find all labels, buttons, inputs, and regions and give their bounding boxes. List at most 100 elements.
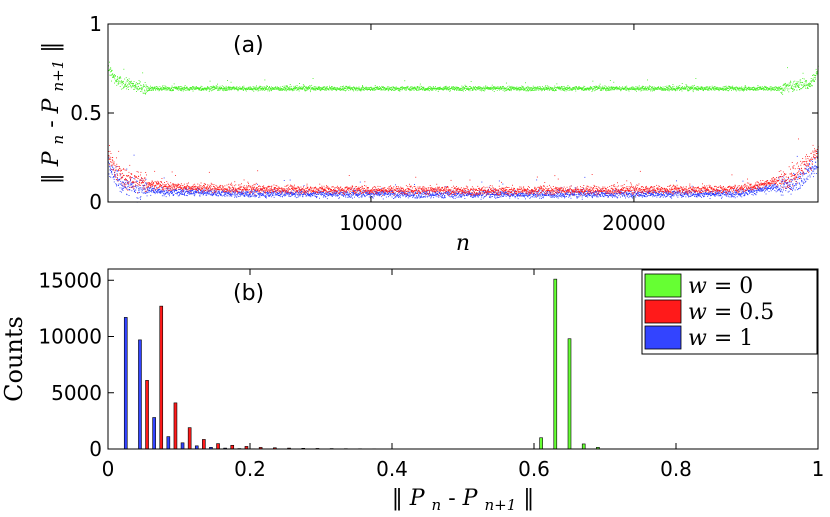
- scatter-point: [313, 191, 315, 192]
- scatter-point: [274, 188, 276, 190]
- scatter-point: [729, 193, 730, 195]
- scatter-point: [267, 193, 268, 194]
- scatter-point: [417, 193, 418, 194]
- scatter-point: [128, 181, 130, 183]
- scatter-point: [500, 191, 502, 193]
- scatter-point: [727, 196, 729, 198]
- scatter-point: [228, 189, 230, 191]
- scatter-point: [240, 186, 242, 188]
- scatter-point: [397, 195, 399, 197]
- scatter-point: [163, 192, 165, 194]
- scatter-point: [338, 187, 340, 189]
- scatter-point: [797, 178, 799, 180]
- scatter-point: [144, 184, 145, 186]
- scatter-point: [438, 195, 440, 197]
- scatter-point: [120, 170, 121, 172]
- scatter-point: [276, 194, 278, 196]
- scatter-point: [427, 189, 429, 191]
- scatter-point: [623, 194, 625, 196]
- scatter-point: [707, 192, 709, 194]
- scatter-point: [122, 190, 124, 191]
- scatter-point: [399, 197, 401, 199]
- scatter-point: [771, 185, 773, 187]
- scatter-point: [367, 188, 369, 190]
- scatter-point: [196, 191, 198, 192]
- scatter-point: [501, 193, 503, 194]
- scatter-point: [435, 190, 437, 192]
- scatter-point: [609, 193, 611, 195]
- scatter-point: [496, 192, 497, 194]
- scatter-point: [111, 164, 113, 166]
- scatter-point: [560, 196, 562, 197]
- scatter-point: [166, 188, 168, 189]
- scatter-point: [194, 191, 196, 193]
- scatter-point: [175, 189, 176, 191]
- scatter-point: [685, 192, 687, 194]
- scatter-point: [698, 195, 699, 197]
- scatter-point: [303, 188, 305, 190]
- scatter-point: [798, 176, 800, 178]
- scatter-point: [216, 185, 218, 187]
- scatter-point: [126, 175, 128, 176]
- scatter-point: [322, 191, 324, 193]
- scatter-point: [781, 178, 783, 180]
- scatter-point: [478, 190, 480, 192]
- scatter-point: [491, 194, 493, 195]
- scatter-point: [286, 190, 287, 191]
- scatter-point: [419, 192, 420, 194]
- scatter-point: [256, 189, 258, 190]
- scatter-point: [398, 194, 400, 196]
- scatter-point: [614, 195, 616, 197]
- scatter-point: [545, 195, 546, 196]
- scatter-point: [756, 190, 757, 192]
- scatter-point: [249, 194, 251, 196]
- scatter-point: [308, 192, 309, 194]
- scatter-point: [433, 188, 435, 190]
- scatter-point: [712, 192, 714, 194]
- scatter-point: [786, 188, 787, 189]
- scatter-point: [536, 192, 538, 194]
- scatter-point: [414, 192, 416, 194]
- scatter-point: [150, 190, 152, 192]
- scatter-point: [190, 188, 192, 190]
- scatter-point: [494, 190, 496, 192]
- scatter-point: [433, 195, 434, 197]
- scatter-point: [480, 198, 482, 200]
- scatter-point: [537, 194, 539, 196]
- scatter-point: [185, 188, 186, 190]
- scatter-point: [212, 193, 214, 195]
- scatter-point: [638, 196, 640, 197]
- scatter-point: [119, 178, 121, 180]
- scatter-point: [116, 173, 118, 175]
- scatter-point: [772, 187, 774, 189]
- scatter-point: [491, 193, 492, 195]
- scatter-point: [436, 188, 438, 190]
- scatter-point: [384, 187, 386, 189]
- scatter-point: [283, 190, 284, 192]
- scatter-point: [197, 183, 199, 185]
- scatter-point: [132, 186, 134, 188]
- scatter-point: [362, 185, 363, 187]
- scatter-point: [532, 193, 534, 195]
- scatter-point: [227, 192, 229, 194]
- scatter-point: [639, 192, 641, 193]
- scatter-point: [578, 196, 580, 198]
- scatter-point: [782, 183, 784, 185]
- scatter-point: [481, 196, 483, 198]
- scatter-point: [519, 195, 520, 196]
- scatter-point: [608, 196, 609, 197]
- scatter-point: [620, 193, 622, 195]
- scatter-point: [430, 194, 431, 195]
- scatter-point: [417, 192, 419, 194]
- scatter-point: [147, 182, 148, 184]
- scatter-point: [170, 189, 171, 191]
- scatter-point: [416, 197, 418, 199]
- scatter-point: [175, 175, 176, 176]
- scatter-point: [681, 195, 682, 196]
- scatter-point: [121, 177, 122, 179]
- scatter-point: [138, 183, 140, 185]
- scatter-point: [473, 193, 474, 195]
- scatter-point: [573, 190, 575, 192]
- scatter-point: [363, 190, 365, 192]
- scatter-point: [554, 196, 555, 198]
